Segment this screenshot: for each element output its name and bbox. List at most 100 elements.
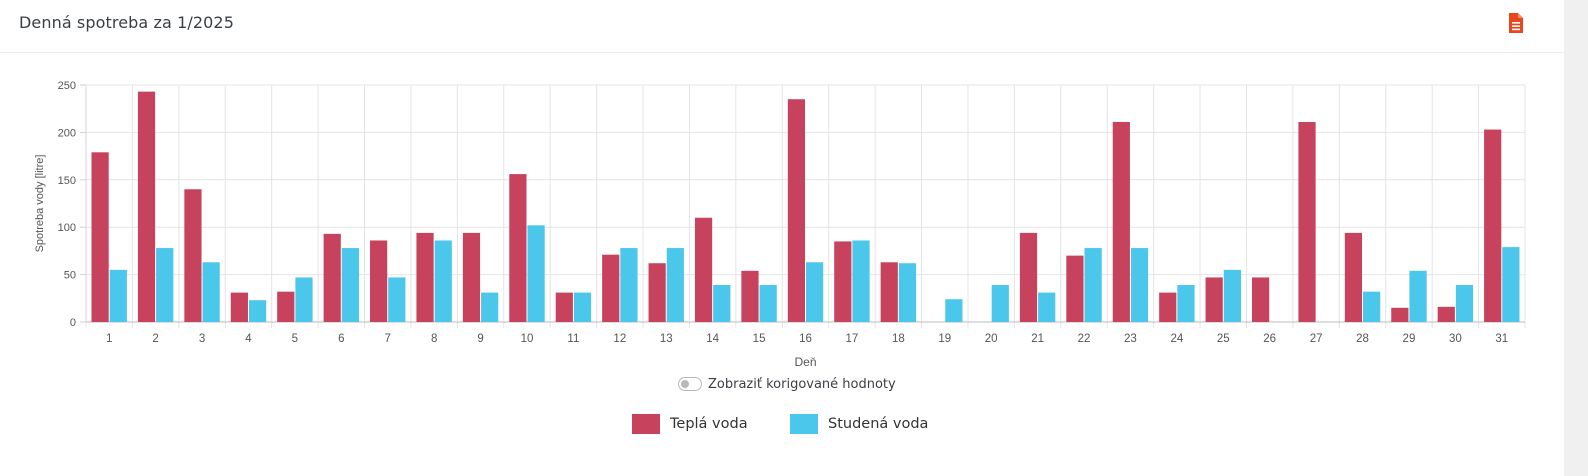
page-title: Denná spotreba za 1/2025 bbox=[19, 13, 234, 32]
bar-hot-water bbox=[834, 241, 852, 322]
bar-cold-water bbox=[1363, 291, 1381, 322]
x-tick-label: 21 bbox=[1031, 333, 1044, 345]
legend-swatch-cold-water bbox=[790, 414, 818, 434]
bar-hot-water bbox=[1159, 292, 1177, 322]
bar-cold-water bbox=[759, 285, 777, 322]
bar-cold-water bbox=[1038, 292, 1056, 322]
bar-hot-water bbox=[1484, 129, 1502, 322]
bar-hot-water bbox=[277, 291, 295, 322]
bar-hot-water bbox=[1251, 277, 1270, 322]
bar-hot-water bbox=[1298, 121, 1316, 322]
legend-label-cold-water: Studená voda bbox=[828, 416, 929, 432]
bar-cold-water bbox=[1409, 270, 1427, 322]
x-tick-label: 1 bbox=[106, 333, 112, 345]
bar-hot-water bbox=[230, 292, 248, 322]
x-tick-label: 7 bbox=[385, 333, 391, 345]
x-tick-label: 23 bbox=[1124, 333, 1137, 345]
x-tick-label: 12 bbox=[613, 333, 626, 345]
x-tick-label: 3 bbox=[199, 333, 205, 345]
x-tick-label: 25 bbox=[1217, 333, 1230, 345]
x-tick-label: 16 bbox=[799, 333, 812, 345]
bar-hot-water bbox=[323, 233, 341, 322]
bar-hot-water bbox=[1391, 307, 1409, 322]
bar-hot-water bbox=[694, 217, 713, 322]
bar-cold-water bbox=[248, 300, 267, 322]
bar-hot-water bbox=[648, 263, 666, 322]
toggle-label: Zobraziť korigované hodnoty bbox=[708, 376, 896, 392]
x-tick-label: 11 bbox=[567, 333, 579, 345]
bar-cold-water bbox=[202, 262, 220, 322]
bar-cold-water bbox=[991, 285, 1009, 322]
bar-hot-water bbox=[1205, 277, 1223, 322]
x-tick-label: 2 bbox=[152, 333, 158, 345]
bar-cold-water bbox=[620, 248, 638, 322]
bar-cold-water bbox=[806, 262, 824, 322]
bar-cold-water bbox=[713, 285, 731, 322]
x-tick-label: 31 bbox=[1495, 333, 1508, 345]
bar-cold-water bbox=[388, 277, 406, 322]
x-tick-label: 6 bbox=[338, 333, 344, 345]
y-tick-label: 250 bbox=[58, 80, 76, 92]
x-tick-label: 15 bbox=[753, 333, 766, 345]
legend-item-hot-water[interactable]: Teplá voda bbox=[632, 413, 748, 435]
bar-hot-water bbox=[880, 262, 898, 322]
bar-cold-water bbox=[341, 248, 360, 322]
bar-cold-water bbox=[898, 263, 917, 322]
bar-hot-water bbox=[509, 174, 527, 322]
page-scrollbar[interactable] bbox=[1564, 0, 1588, 476]
bar-cold-water bbox=[156, 248, 174, 322]
x-tick-label: 19 bbox=[938, 333, 951, 345]
y-axis-title: Spotreba vody [litre] bbox=[34, 155, 46, 253]
bar-cold-water bbox=[666, 248, 684, 322]
toggle-knob bbox=[681, 380, 689, 388]
bar-hot-water bbox=[741, 270, 759, 322]
legend-item-cold-water[interactable]: Studená voda bbox=[790, 413, 928, 435]
bar-cold-water bbox=[945, 299, 963, 322]
bar-cold-water bbox=[1130, 248, 1149, 322]
bar-cold-water bbox=[852, 240, 870, 322]
bar-cold-water bbox=[1177, 285, 1195, 322]
bar-cold-water bbox=[573, 292, 592, 322]
bar-hot-water bbox=[462, 232, 481, 322]
x-tick-label: 28 bbox=[1356, 333, 1369, 345]
x-tick-label: 27 bbox=[1310, 333, 1323, 345]
x-tick-label: 10 bbox=[521, 333, 534, 345]
bar-hot-water bbox=[137, 91, 156, 322]
x-tick-label: 14 bbox=[706, 333, 719, 345]
bar-cold-water bbox=[109, 269, 127, 322]
x-tick-label: 8 bbox=[431, 333, 437, 345]
x-tick-label: 30 bbox=[1449, 333, 1462, 345]
bar-hot-water bbox=[555, 292, 573, 322]
bar-cold-water bbox=[481, 292, 499, 322]
bar-hot-water bbox=[91, 152, 109, 322]
bar-cold-water bbox=[527, 225, 545, 322]
x-tick-label: 18 bbox=[892, 333, 905, 345]
x-tick-label: 4 bbox=[245, 333, 252, 345]
x-tick-label: 9 bbox=[477, 333, 483, 345]
y-tick-label: 100 bbox=[58, 222, 76, 234]
pdf-export-icon[interactable] bbox=[1506, 12, 1526, 34]
x-tick-label: 17 bbox=[846, 333, 859, 345]
y-tick-label: 150 bbox=[58, 175, 76, 187]
x-axis-title: Deň bbox=[794, 355, 816, 369]
bar-cold-water bbox=[1223, 269, 1241, 322]
bar-hot-water bbox=[1344, 232, 1363, 322]
bar-hot-water bbox=[787, 99, 805, 322]
bar-hot-water bbox=[370, 240, 388, 322]
corrected-values-toggle[interactable]: Zobraziť korigované hodnoty bbox=[678, 374, 896, 394]
x-tick-label: 22 bbox=[1078, 333, 1091, 345]
legend-label-hot-water: Teplá voda bbox=[670, 416, 748, 432]
bar-cold-water bbox=[1502, 247, 1520, 322]
bar-hot-water bbox=[602, 254, 620, 322]
legend-swatch-hot-water bbox=[632, 414, 660, 434]
bar-hot-water bbox=[1066, 255, 1084, 322]
toggle-switch[interactable] bbox=[678, 377, 702, 391]
card-header: Denná spotreba za 1/2025 bbox=[0, 0, 1564, 53]
y-tick-label: 200 bbox=[58, 127, 76, 139]
bar-hot-water bbox=[416, 232, 434, 322]
bar-hot-water bbox=[1019, 232, 1038, 322]
bar-cold-water bbox=[434, 240, 452, 322]
x-tick-label: 24 bbox=[1170, 333, 1183, 345]
